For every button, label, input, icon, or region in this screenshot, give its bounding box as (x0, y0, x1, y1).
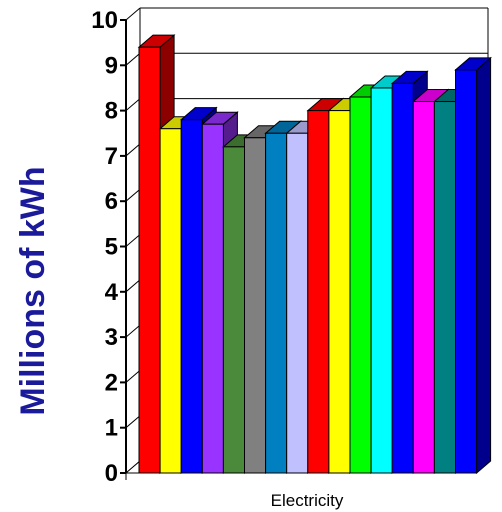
gridline-side (125, 324, 141, 338)
gridline-side (125, 7, 141, 21)
y-tick-labels: 0 1 2 3 4 5 6 7 8 9 10 (91, 7, 118, 487)
y-tick-label: 4 (105, 279, 119, 306)
y-tick-label: 7 (105, 143, 118, 170)
axes (120, 19, 474, 480)
bars (137, 34, 492, 475)
gridline-side (125, 370, 141, 383)
x-axis-label: Electricity (271, 491, 344, 510)
y-axis-label: Millions of kWh (14, 166, 52, 415)
gridline-side (125, 188, 141, 202)
bar (454, 56, 492, 475)
y-tick-label: 2 (105, 369, 118, 396)
gridline-side (125, 415, 141, 429)
y-tick-label: 10 (91, 7, 118, 34)
gridline-side (125, 143, 141, 157)
gridline-side (125, 279, 141, 293)
y-tick-label: 9 (105, 52, 118, 79)
gridline-side (125, 98, 141, 111)
y-tick-label: 6 (105, 188, 118, 215)
y-tick-label: 5 (105, 234, 118, 261)
y-tick-label: 3 (105, 324, 118, 351)
y-tick-label: 1 (105, 415, 118, 442)
gridline-side (125, 234, 141, 247)
y-tick-label: 0 (105, 460, 118, 487)
y-tick-label: 8 (105, 98, 118, 125)
gridline-side (125, 52, 141, 66)
